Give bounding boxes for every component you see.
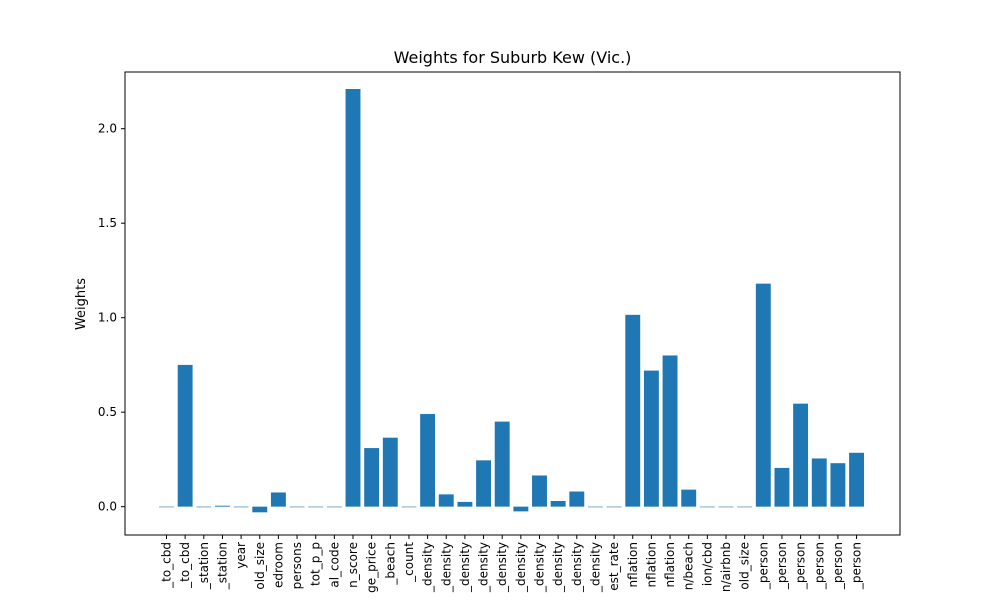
x-tick-label: _to_cbd <box>178 542 192 589</box>
y-ticks-group: 0.0 0.5 1.0 1.5 2.0 <box>98 122 125 514</box>
bar <box>606 506 622 508</box>
bar <box>830 463 846 507</box>
bar <box>699 506 715 508</box>
plot-frame <box>124 71 901 536</box>
bar <box>401 506 417 508</box>
bar <box>793 403 809 507</box>
x-tick-label: _density <box>421 542 435 593</box>
x-tick-label: _density <box>495 542 509 593</box>
x-tick-label: old_size <box>253 542 267 590</box>
bar <box>289 506 305 508</box>
x-tick-label: _density <box>551 542 565 593</box>
y-tick-label: 0.5 <box>98 405 117 419</box>
x-tick-label: n/airbnb <box>719 542 733 592</box>
bar <box>364 448 380 507</box>
x-tick-label: nflation <box>626 542 640 588</box>
bar <box>177 364 193 507</box>
y-tick-label: 2.0 <box>98 122 117 136</box>
bar <box>625 314 641 507</box>
bar <box>345 89 361 507</box>
bar <box>308 506 324 508</box>
x-tick-label: _count <box>402 542 416 583</box>
bar <box>662 355 678 507</box>
bar <box>718 506 734 508</box>
bar <box>588 506 603 508</box>
bar <box>233 506 249 508</box>
x-tick-label: _density <box>477 542 491 593</box>
x-tick-label: _density <box>570 542 584 593</box>
x-tick-label: n_score <box>346 542 360 588</box>
bar <box>755 283 771 507</box>
x-tick-label: ge_price <box>365 542 379 593</box>
x-tick-label: old_size <box>738 542 752 590</box>
x-tick-label: _station <box>215 542 229 590</box>
x-tick-label: _person <box>794 542 808 590</box>
x-tick-label: _to_cbd <box>160 542 174 589</box>
bar <box>643 370 659 507</box>
y-tick-label: 1.0 <box>98 311 117 325</box>
bar <box>550 500 566 507</box>
y-axis-label: Weights <box>74 278 89 330</box>
x-tick-label: edroom <box>271 542 285 588</box>
x-tick-label: _density <box>439 542 453 593</box>
bar <box>737 506 753 508</box>
x-tick-label: est_rate <box>607 542 621 591</box>
bar <box>476 460 491 507</box>
x-tick-label: _person <box>756 542 770 590</box>
bar <box>252 506 268 513</box>
bar <box>569 491 585 507</box>
x-tick-label: _station <box>197 542 211 590</box>
bar <box>513 506 529 512</box>
y-tick-label: 0.0 <box>98 500 117 514</box>
bar <box>159 506 174 508</box>
bar <box>774 467 790 507</box>
bar <box>457 501 473 507</box>
x-tick-label: year <box>234 542 248 569</box>
bars-group <box>159 89 864 513</box>
x-tick-label: _density <box>458 542 472 593</box>
x-tick-label: _person <box>812 542 826 590</box>
x-tick-label: _person <box>850 542 864 590</box>
y-tick-label: 1.5 <box>98 216 117 230</box>
bar <box>532 475 547 507</box>
bar <box>849 452 864 507</box>
x-tick-label: _person <box>831 542 845 590</box>
x-tick-label: _beach <box>383 542 397 586</box>
bar <box>215 505 230 507</box>
x-tick-label: nflation <box>644 542 658 588</box>
x-tick-label: _density <box>533 542 547 593</box>
x-tick-label: _density <box>514 542 528 593</box>
x-tick-label: _person <box>775 542 789 590</box>
bar <box>270 492 286 507</box>
bar <box>681 489 697 507</box>
x-tick-label: al_code <box>327 542 341 588</box>
chart-title: Weights for Suburb Kew (Vic.) <box>394 48 632 67</box>
x-tick-label: _density <box>588 542 602 593</box>
x-tick-label: nflation <box>663 542 677 588</box>
x-tick-label: ion/cbd <box>700 542 714 586</box>
x-tick-label: tot_p_p <box>309 542 323 586</box>
bar <box>196 506 212 508</box>
bar <box>326 506 342 508</box>
bar <box>811 458 827 507</box>
bar <box>494 421 510 507</box>
x-ticks-group: _to_cbd _to_cbd _station _station year old_si… <box>160 535 864 593</box>
bar <box>438 494 454 507</box>
x-tick-label: persons <box>290 542 304 589</box>
bar <box>420 414 436 507</box>
bar <box>382 437 398 507</box>
x-tick-label: n/beach <box>682 542 696 590</box>
